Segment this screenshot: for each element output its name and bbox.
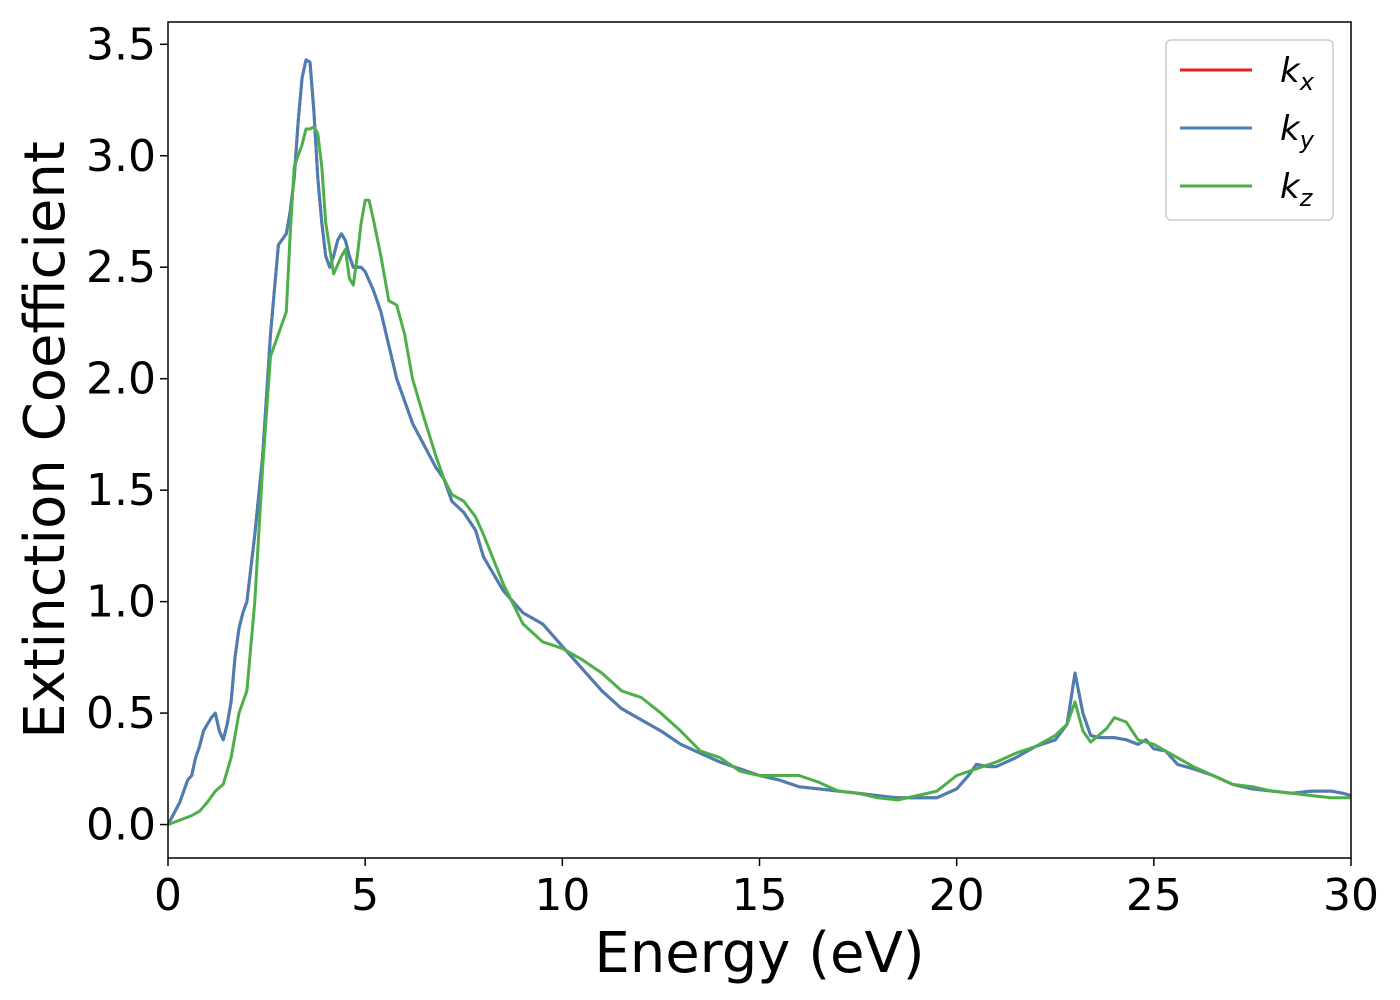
x-axis: 0 5 10 15 20 25 30 bbox=[154, 858, 1379, 921]
y-tick-label: 1.5 bbox=[86, 465, 156, 516]
x-tick-label: 5 bbox=[351, 870, 379, 921]
x-tick-label: 15 bbox=[732, 870, 788, 921]
y-axis-title: Extinction Coefficient bbox=[13, 141, 78, 739]
y-tick-label: 0.0 bbox=[86, 800, 156, 851]
x-tick-label: 25 bbox=[1126, 870, 1182, 921]
legend-box bbox=[1165, 39, 1334, 221]
legend: kx ky kz bbox=[1165, 39, 1334, 221]
y-tick-label: 2.5 bbox=[86, 242, 156, 293]
series-line-z bbox=[168, 125, 1351, 827]
legend-label-x: kx bbox=[1280, 51, 1315, 96]
x-tick-label: 20 bbox=[929, 870, 985, 921]
y-tick-label: 3.0 bbox=[86, 131, 156, 182]
x-tick-label: 30 bbox=[1323, 870, 1379, 921]
y-tick-label: 1.0 bbox=[86, 577, 156, 628]
legend-label-z: kz bbox=[1280, 167, 1314, 212]
x-tick-label: 10 bbox=[534, 870, 590, 921]
y-tick-label: 3.5 bbox=[86, 19, 156, 70]
series-line-y bbox=[168, 58, 1351, 827]
y-axis: 0.0 0.5 1.0 1.5 2.0 2.5 3.0 3.5 bbox=[86, 19, 168, 851]
y-tick-label: 0.5 bbox=[86, 688, 156, 739]
x-axis-title: Energy (eV) bbox=[594, 921, 924, 986]
legend-label-y: ky bbox=[1280, 109, 1315, 154]
series-layer bbox=[168, 58, 1351, 827]
x-tick-label: 0 bbox=[154, 870, 182, 921]
y-tick-label: 2.0 bbox=[86, 354, 156, 405]
